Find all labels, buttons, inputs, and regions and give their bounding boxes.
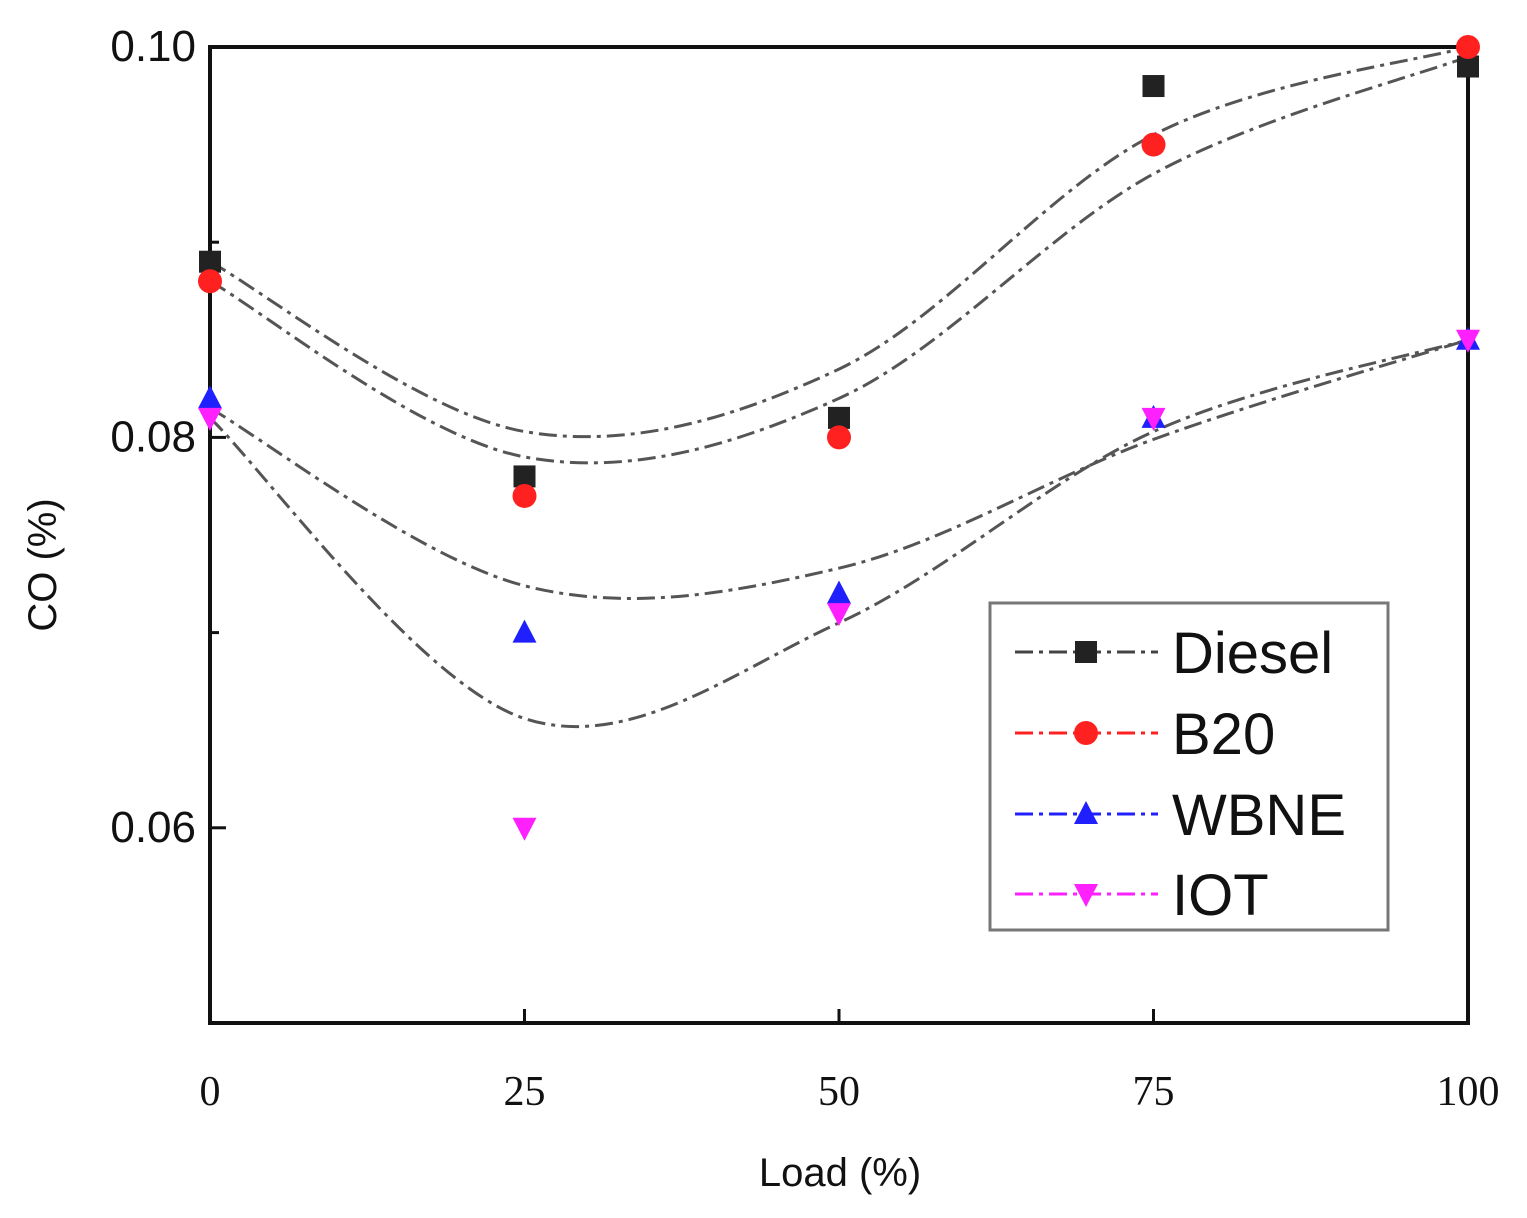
diesel-data-point (1457, 55, 1479, 78)
diesel-data-point (828, 406, 850, 429)
legend-marker-diesel (1075, 641, 1097, 663)
wbne-fit-curve (209, 338, 1469, 600)
legend: Diesel B20 WBNE IOT (988, 601, 1390, 932)
wbne-data-point (827, 580, 851, 604)
x-tick-label: 25 (504, 1069, 546, 1115)
diesel-fit-curve (209, 45, 1469, 439)
iot-data-point (198, 407, 222, 431)
iot-data-point (1141, 407, 1166, 431)
legend-label-b20: B20 (1172, 702, 1275, 767)
legend-label-wbne: WBNE (1172, 783, 1346, 848)
iot-data-point (827, 603, 851, 627)
b20-data-point (512, 483, 537, 508)
b20-data-point (1456, 35, 1480, 59)
b20-data-point (827, 425, 851, 450)
data-points (198, 35, 1480, 841)
y-axis: 0.06 0.08 0.10 (110, 22, 226, 1025)
diesel-data-point (199, 250, 221, 273)
b20-fit-curve (209, 55, 1469, 465)
x-tick-label: 0 (200, 1069, 221, 1115)
x-axis: 0 25 50 75 100 (200, 1009, 1500, 1115)
wbne-data-point (198, 385, 222, 409)
legend-marker-iot (1074, 884, 1098, 907)
diesel-data-point (1142, 75, 1165, 98)
legend-label-diesel: Diesel (1172, 621, 1333, 686)
iot-data-point (512, 817, 537, 841)
x-tick-label: 100 (1437, 1069, 1500, 1115)
legend-label-iot: IOT (1172, 863, 1269, 928)
b20-data-point (198, 269, 222, 294)
legend-box (988, 601, 1390, 932)
wbne-data-point (512, 619, 537, 643)
y-tick-label: 0.08 (110, 412, 196, 461)
x-tick-label: 75 (1133, 1069, 1175, 1115)
legend-marker-wbne (1074, 801, 1098, 824)
y-axis-title: CO (%) (21, 498, 65, 631)
x-axis-title: Load (%) (759, 1151, 921, 1195)
diesel-data-point (513, 465, 536, 488)
y-tick-label: 0.06 (110, 803, 196, 852)
x-tick-label: 50 (818, 1069, 860, 1115)
iot-data-point (1456, 329, 1480, 353)
legend-marker-b20 (1074, 721, 1098, 745)
y-tick-label: 0.10 (110, 22, 196, 71)
b20-data-point (1141, 132, 1166, 157)
